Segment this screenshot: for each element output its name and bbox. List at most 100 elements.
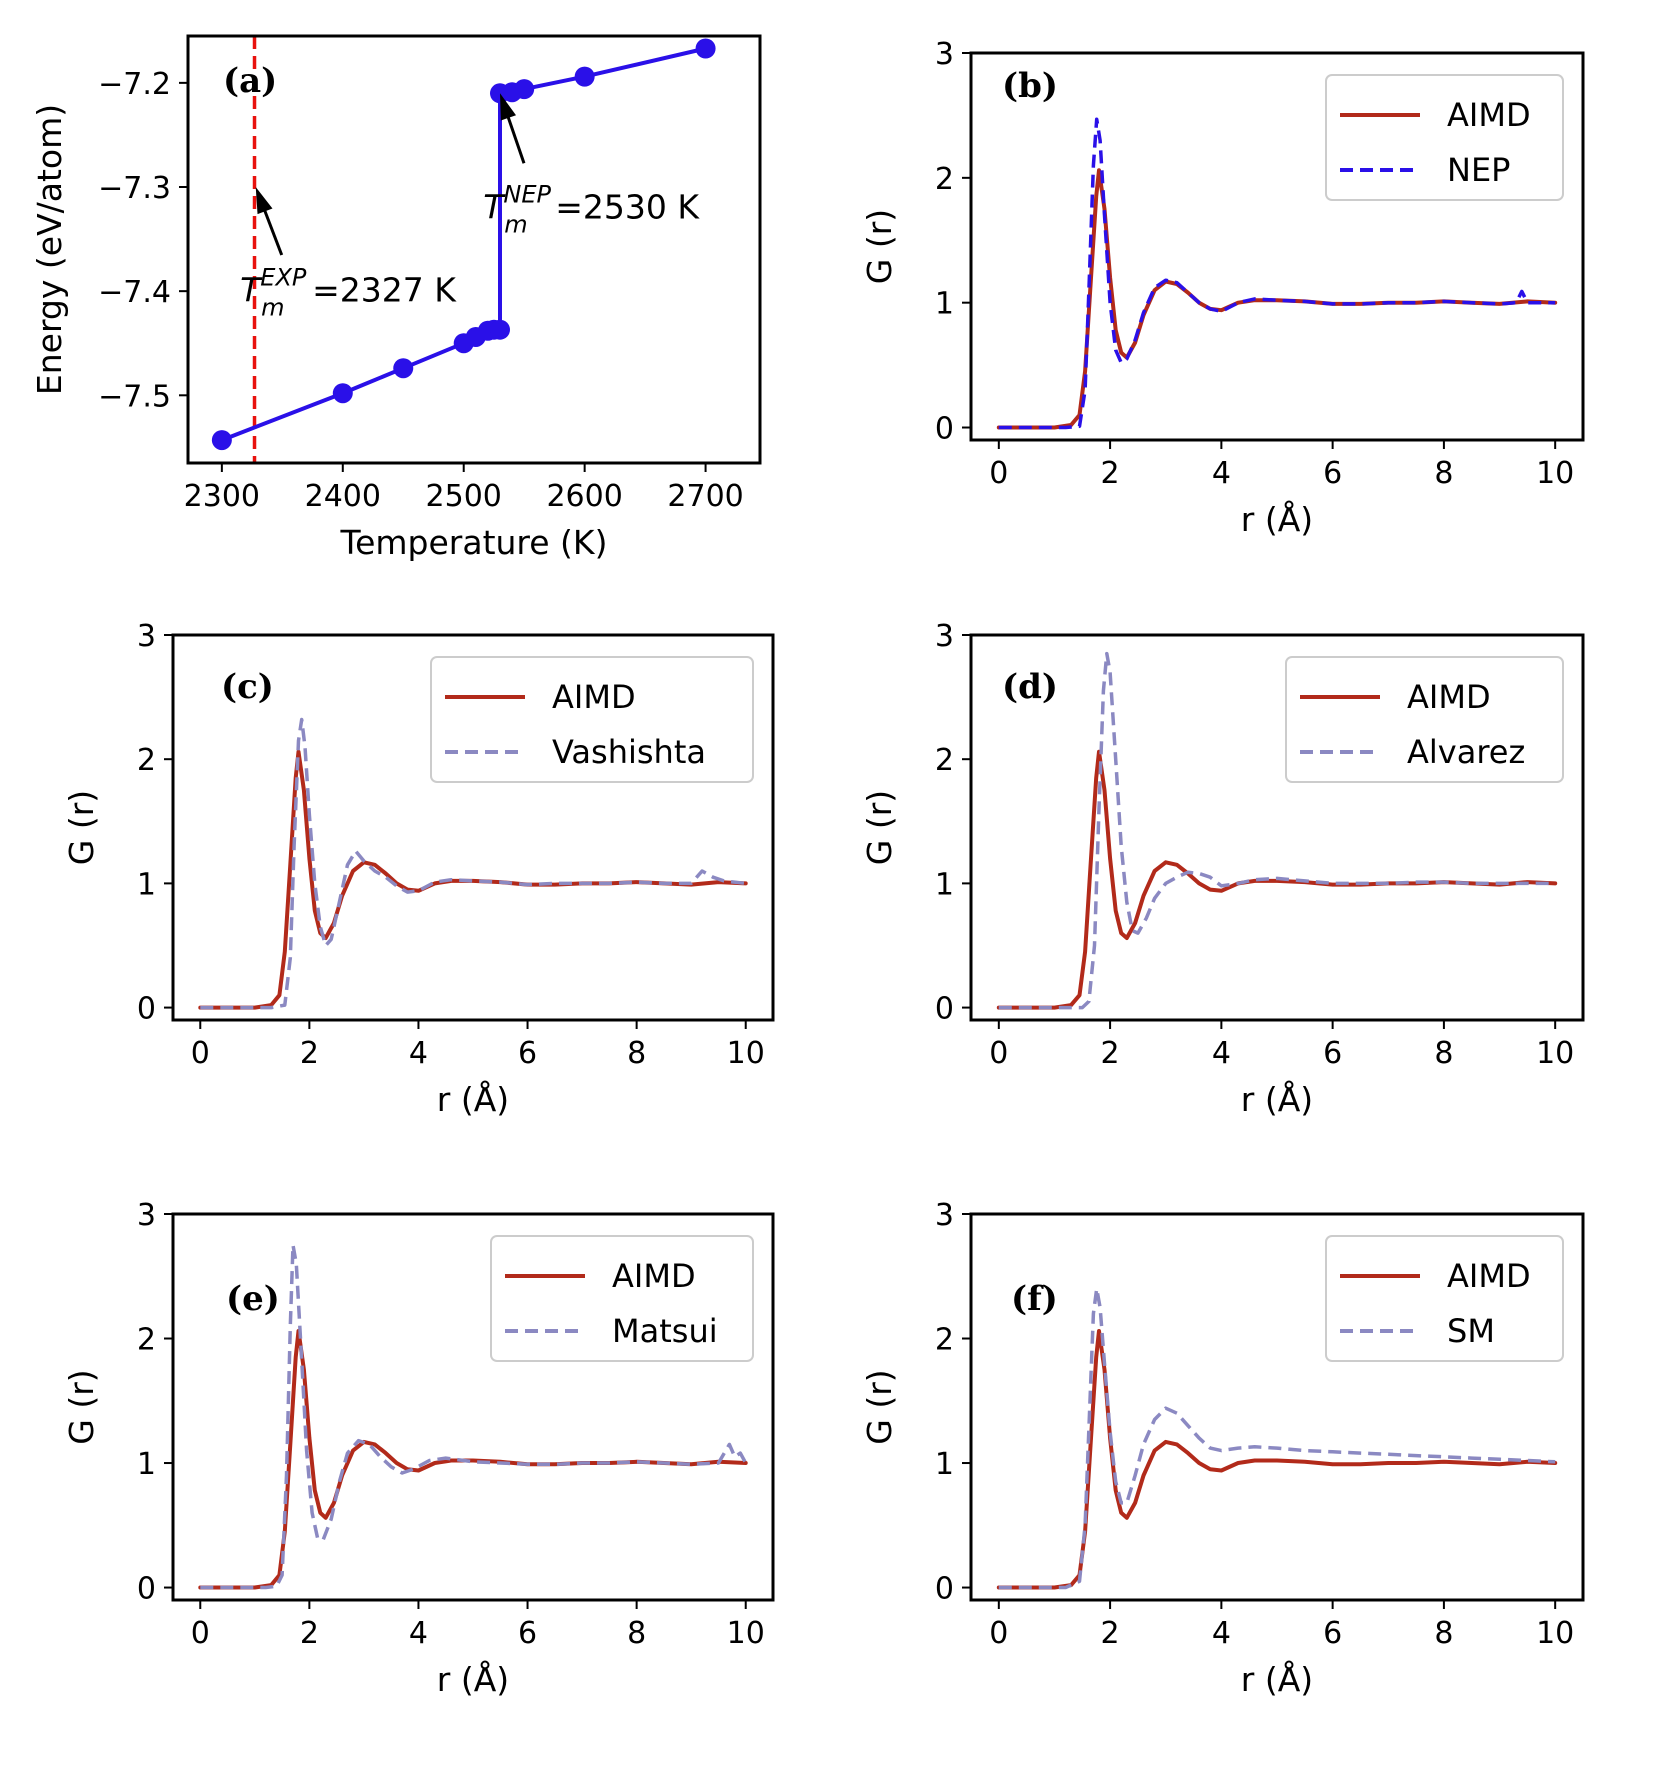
y-tick-label: 1 [137, 1447, 156, 1482]
panel-d: 0 2 4 6 8 10 0 1 2 3 r (Å) G (r) (d) AIMD Alvarez [860, 619, 1585, 1119]
x-axis-label: r (Å) [1241, 499, 1313, 539]
panel-f: 0 2 4 6 8 10 0 1 2 3 r (Å) G (r) (f) AIMD SM [860, 1198, 1585, 1699]
annotation-subscript: m [504, 210, 527, 238]
series-line-energy [219, 46, 708, 443]
panel-b: 0 2 4 6 8 10 0 1 2 3 r (Å) G (r) (b) AIMD NEP [860, 37, 1585, 539]
annotation-value: =2530 K [555, 187, 700, 226]
annotation-symbol: T [240, 271, 263, 310]
x-tick-label: 4 [1212, 1616, 1231, 1651]
legend-label-aimd: AIMD [552, 678, 636, 716]
series-line-vashishta [200, 717, 746, 1010]
y-tick-label: 3 [137, 619, 156, 654]
legend: AIMD Matsui [490, 1235, 754, 1362]
legend-box [1325, 1235, 1564, 1362]
legend-box [1325, 74, 1564, 201]
panel-e: 0 2 4 6 8 10 0 1 2 3 r (Å) G (r) (e) AIMD Matsui [62, 1198, 775, 1699]
x-tick-label: 10 [1536, 1036, 1574, 1071]
x-tick-label: 2 [1101, 1036, 1120, 1071]
series-line-matsui [200, 1243, 748, 1590]
legend-label-aimd: AIMD [1447, 96, 1531, 134]
y-axis-label: G (r) [62, 790, 101, 865]
annotation-superscript: EXP [260, 264, 307, 292]
y-tick-label: 3 [935, 619, 954, 654]
x-tick-label: 8 [627, 1036, 646, 1071]
y-tick-label: 0 [935, 1572, 954, 1607]
x-tick-label: 2400 [305, 479, 381, 514]
panel-label: (e) [226, 1279, 280, 1319]
axes-frame [171, 1212, 775, 1602]
y-axis-label: G (r) [62, 1369, 101, 1444]
panel-c: 0 2 4 6 8 10 0 1 2 3 r (Å) G (r) (c) AIMD Vashishta [62, 619, 775, 1119]
data-point [574, 66, 595, 87]
y-tick-label: 1 [935, 867, 954, 902]
x-tick-label: 10 [1536, 456, 1574, 491]
x-tick-label: 10 [727, 1616, 765, 1651]
x-tick-label: 4 [409, 1616, 428, 1651]
panel-label: (a) [223, 61, 277, 101]
x-tick-label: 2 [1101, 456, 1120, 491]
x-tick-label: 6 [1323, 1616, 1342, 1651]
panel-label: (c) [221, 667, 274, 707]
y-tick-label: 2 [935, 162, 954, 197]
annotation-nep: TNEP m =2530 K [483, 93, 700, 238]
series-line-aimd [198, 749, 748, 1010]
x-tick-label: 0 [989, 456, 1008, 491]
y-tick-label: 1 [137, 867, 156, 902]
series-line-alvarez [998, 651, 1556, 1010]
x-tick-label: 10 [1536, 1616, 1574, 1651]
y-tick-label: 3 [137, 1198, 156, 1233]
y-axis-label: G (r) [860, 1369, 899, 1444]
x-tick-label: 2700 [667, 479, 743, 514]
x-axis-label: r (Å) [1241, 1659, 1313, 1699]
x-tick-label: 10 [727, 1036, 765, 1071]
legend-label-matsui: Matsui [612, 1312, 718, 1350]
legend: AIMD Alvarez [1285, 656, 1564, 783]
x-tick-label: 8 [627, 1616, 646, 1651]
series-line-aimd [996, 168, 1558, 430]
annotation-text: TEXP m =2327 K [240, 264, 457, 322]
annotation-arrow [504, 110, 526, 164]
x-tick-label: 4 [409, 1036, 428, 1071]
data-point [211, 430, 232, 451]
y-tick-label: −7.2 [98, 67, 171, 102]
legend: AIMD SM [1325, 1235, 1564, 1362]
legend-label-alvarez: Alvarez [1407, 733, 1525, 771]
x-tick-label: 6 [518, 1036, 537, 1071]
annotation-exp: TEXP m =2327 K [240, 187, 457, 322]
x-tick-label: 2 [300, 1616, 319, 1651]
x-tick-label: 6 [518, 1616, 537, 1651]
y-tick-label: 1 [935, 287, 954, 322]
y-axis-label: Energy (eV/atom) [30, 104, 69, 395]
legend-label-sm: SM [1447, 1312, 1495, 1350]
panel-label: (f) [1011, 1279, 1058, 1319]
x-tick-label: 2 [300, 1036, 319, 1071]
y-tick-label: 0 [137, 992, 156, 1027]
panel-label: (b) [1002, 66, 1058, 106]
y-tick-label: 2 [935, 743, 954, 778]
annotation-arrowhead [500, 93, 516, 121]
axes-frame [171, 633, 775, 1022]
axes-frame [969, 51, 1585, 442]
y-axis-label: G (r) [860, 790, 899, 865]
data-point [514, 79, 535, 100]
legend: AIMD Vashishta [430, 656, 754, 783]
x-axis-label: r (Å) [1241, 1079, 1313, 1119]
y-tick-label: 0 [935, 992, 954, 1027]
x-tick-label: 0 [989, 1616, 1008, 1651]
series-line-aimd [996, 1329, 1558, 1590]
x-tick-label: 2 [1101, 1616, 1120, 1651]
y-axis-label: G (r) [860, 209, 899, 284]
x-tick-label: 8 [1434, 456, 1453, 491]
annotation-arrow [260, 203, 284, 256]
x-axis-label: Temperature (K) [340, 523, 608, 562]
annotation-symbol: T [483, 187, 506, 226]
y-tick-label: 1 [935, 1447, 954, 1482]
y-tick-label: 3 [935, 1198, 954, 1233]
annotation-value: =2327 K [312, 271, 457, 310]
data-point [695, 38, 716, 59]
x-tick-label: 2600 [546, 479, 622, 514]
annotation-text: TNEP m =2530 K [483, 180, 700, 238]
data-point [332, 383, 353, 404]
y-tick-label: 2 [137, 1323, 156, 1358]
